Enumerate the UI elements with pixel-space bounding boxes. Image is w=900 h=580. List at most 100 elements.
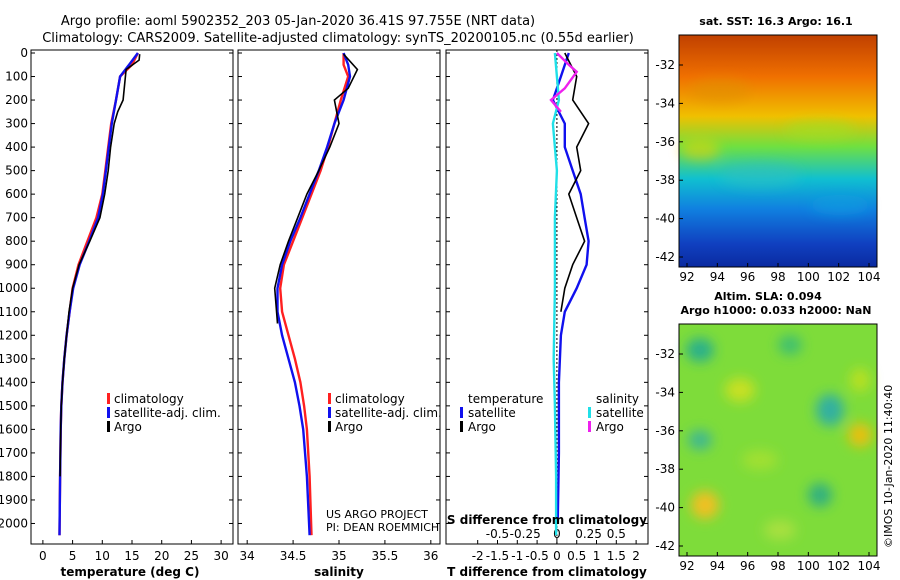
- depth-tick-label: 1900: [0, 493, 28, 507]
- legend-salinity-heading: salinity: [596, 392, 639, 406]
- x-tick-label: 34: [240, 549, 255, 563]
- legend-s-argo: Argo: [596, 420, 624, 434]
- legend-satellite-2: satellite-adj. clim.: [335, 406, 442, 420]
- series-line: [59, 54, 141, 477]
- temperature-xlabel: temperature (deg C): [61, 565, 200, 579]
- depth-tick-label: 800: [5, 234, 28, 248]
- title-line-1: Argo profile: aoml 5902352_203 05-Jan-20…: [61, 14, 535, 29]
- legend-climatology-2: climatology: [335, 392, 405, 406]
- x-tick-label: 15: [124, 549, 139, 563]
- s-tick-label: 0.25: [575, 527, 602, 541]
- map-y-tick-label: -40: [655, 501, 675, 515]
- x-tick-label: 30: [213, 549, 228, 563]
- legend-climatology: climatology: [114, 392, 184, 406]
- x-tick-label: 10: [95, 549, 110, 563]
- difference-plot: -2 -1.5 -1 -0.5 0 0.5 1 1.5 2-0.5 -0.25 0 0.25 0.5: [446, 50, 648, 563]
- series-line: [278, 53, 350, 536]
- legend-swatch-s-argo: [588, 421, 591, 432]
- map-y-tick-label: -36: [655, 424, 675, 438]
- salinity-xlabel: salinity: [314, 565, 364, 579]
- depth-tick-label: 1600: [0, 422, 28, 436]
- depth-tick-label: 400: [5, 140, 28, 154]
- depth-tick-label: 300: [5, 117, 28, 131]
- sst-title: sat. SST: 16.3 Argo: 16.1: [699, 15, 852, 28]
- credit-pi: PI: DEAN ROEMMICH: [326, 521, 439, 534]
- map-x-tick-label: 96: [740, 559, 755, 573]
- map-x-tick-label: 102: [827, 559, 850, 573]
- map-y-tick-label: -42: [655, 539, 675, 553]
- x-tick-label: 1.5: [607, 549, 626, 563]
- series-line: [273, 53, 359, 324]
- series-line: [276, 52, 352, 536]
- x-tick-label: -1: [511, 549, 523, 563]
- map-x-tick-label: 94: [710, 559, 725, 573]
- legend-argo: Argo: [114, 420, 142, 434]
- x-tick-label: 36: [423, 549, 438, 563]
- map-y-tick-label: -32: [655, 58, 675, 72]
- depth-axis: 0 100 200 300 400 500 600 700 800 900 1000 1100 1200…: [0, 46, 28, 530]
- s-tick-label: 0.5: [607, 527, 626, 541]
- sdiff-xlabel: S difference from climatology: [447, 513, 647, 527]
- legend-swatch-climatology: [107, 393, 110, 404]
- map-y-tick-label: -42: [655, 250, 675, 264]
- depth-tick-label: 1800: [0, 469, 28, 483]
- salinity-plot: 34 34.5 35 35.5 36: [238, 52, 440, 563]
- x-tick-label: 34.5: [280, 549, 307, 563]
- map-x-tick-label: 98: [770, 559, 785, 573]
- map-x-tick-label: 104: [858, 559, 881, 573]
- map-y-tick-label: -38: [655, 173, 675, 187]
- map-x-tick-label: 100: [797, 559, 820, 573]
- legend-t-argo: Argo: [468, 420, 496, 434]
- legend-swatch-climatology-2: [328, 393, 331, 404]
- sla-axes: 92 94 96 98 100 102 104 -32 -34 -36 -38 -40 -42: [655, 347, 880, 573]
- temperature-legend: climatology satellite-adj. clim. Argo: [107, 392, 221, 434]
- salinity-legend: climatology satellite-adj. clim. Argo: [328, 392, 442, 434]
- legend-t-satellite: satellite: [468, 406, 516, 420]
- depth-tick-label: 1200: [0, 328, 28, 342]
- x-tick-label: -1.5: [486, 549, 509, 563]
- legend-swatch-argo-2: [328, 421, 331, 432]
- depth-tick-label: 1300: [0, 352, 28, 366]
- depth-tick-label: 900: [5, 258, 28, 272]
- legend-temperature-heading: temperature: [468, 392, 543, 406]
- map-y-tick-label: -34: [655, 385, 675, 399]
- map-x-tick-label: 92: [679, 559, 694, 573]
- map-x-tick-label: 92: [679, 270, 694, 284]
- x-tick-label: 2: [632, 549, 640, 563]
- legend-swatch-satellite-2: [328, 407, 331, 418]
- depth-tick-label: 1700: [0, 446, 28, 460]
- map-x-tick-label: 98: [770, 270, 785, 284]
- x-tick-label: 35.5: [372, 549, 399, 563]
- x-tick-label: 25: [184, 549, 199, 563]
- difference-panel: [445, 49, 649, 545]
- sst-axes: 92 94 96 98 100 102 104 -32 -34 -36 -38 -40 -42: [655, 58, 880, 284]
- depth-tick-label: 500: [5, 164, 28, 178]
- s-tick-label: -0.5: [486, 527, 509, 541]
- legend-swatch-t-argo: [460, 421, 463, 432]
- depth-tick-label: 1400: [0, 375, 28, 389]
- x-tick-label: 0: [39, 549, 47, 563]
- sla-title-1: Altim. SLA: 0.094: [714, 290, 822, 303]
- difference-legend: temperature satellite Argo salinity sate…: [460, 392, 644, 434]
- legend-swatch-s-satellite: [588, 407, 591, 418]
- depth-tick-label: 0: [20, 46, 28, 60]
- legend-swatch-satellite: [107, 407, 110, 418]
- map-y-tick-label: -40: [655, 212, 675, 226]
- legend-swatch-t-satellite: [460, 407, 463, 418]
- imos-stamp: ©IMOS 10-Jan-2020 11:40:40: [882, 385, 895, 548]
- depth-tick-label: 700: [5, 211, 28, 225]
- series-line: [551, 52, 590, 524]
- sla-title-2: Argo h1000: 0.033 h2000: NaN: [680, 304, 871, 317]
- legend-satellite: satellite-adj. clim.: [114, 406, 221, 420]
- credit-project: US ARGO PROJECT: [326, 508, 428, 521]
- depth-tick-label: 1000: [0, 281, 28, 295]
- depth-tick-label: 600: [5, 187, 28, 201]
- title-line-2: Climatology: CARS2009. Satellite-adjuste…: [42, 31, 634, 46]
- temperature-plot: 0 5 10 15 20 25 30: [31, 52, 233, 563]
- map-y-tick-label: -32: [655, 347, 675, 361]
- depth-tick-label: 2000: [0, 516, 28, 530]
- x-tick-label: -2: [472, 549, 484, 563]
- map-y-tick-label: -36: [655, 135, 675, 149]
- legend-argo-2: Argo: [335, 420, 363, 434]
